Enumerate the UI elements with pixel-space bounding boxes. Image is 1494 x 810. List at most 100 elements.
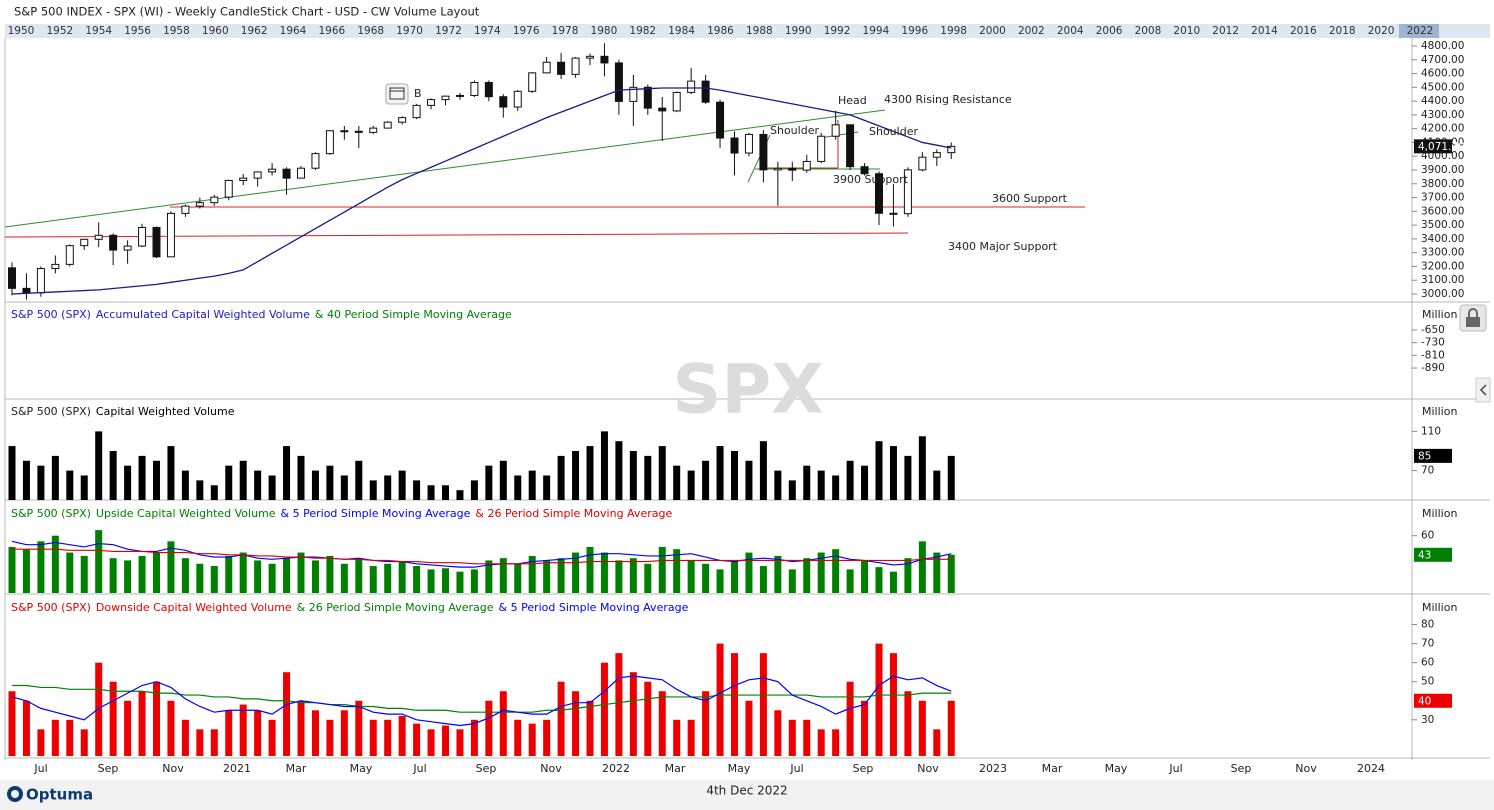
volume-bar (745, 552, 753, 593)
candle-body (600, 55, 609, 64)
volume-bar (745, 460, 753, 500)
last-value-box (1414, 547, 1452, 562)
legend-entry: & 26 Period Simple Moving Average (475, 507, 672, 520)
y-tick-label: 4500.00 (1421, 81, 1464, 93)
candle-body (687, 80, 696, 93)
candle-body (138, 226, 147, 247)
panel-legend: S&P 500 (SPX) Accumulated Capital Weighte… (11, 308, 512, 321)
y-tick-label: 70 (1421, 638, 1434, 650)
volume-bar (817, 552, 825, 593)
volume-bar (658, 691, 666, 756)
y-tick-label: 3400.00 (1421, 233, 1464, 245)
candle-body (340, 130, 349, 133)
volume-bar (456, 729, 464, 756)
volume-bar (731, 560, 738, 593)
volume-bar (759, 653, 767, 756)
candle-body (22, 287, 31, 294)
x-tick-label: Nov (540, 762, 562, 775)
x-tick-label: Nov (162, 762, 184, 775)
candle-body (730, 137, 739, 154)
candle-body (571, 57, 580, 75)
volume-bar (37, 729, 45, 756)
y-tick-label: 4600.00 (1421, 68, 1464, 80)
volume-bar (875, 643, 883, 756)
volume-bar (673, 719, 681, 756)
volume-bar (803, 719, 811, 756)
y-tick-label: 4300.00 (1421, 109, 1464, 121)
legend-entry: & 5 Period Simple Moving Average (499, 601, 689, 614)
volume-bar (8, 546, 16, 593)
volume-bar (543, 475, 551, 500)
navigator-year: 1996 (901, 25, 928, 37)
volume-bar (716, 643, 724, 756)
candle-body (557, 61, 566, 75)
volume-bar (673, 465, 681, 500)
volume-bar (629, 450, 637, 500)
candle-body (831, 124, 840, 137)
legend-entry: & 40 Period Simple Moving Average (315, 308, 512, 321)
y-tick-label: 60 (1421, 657, 1434, 669)
last-value-label: 40 (1418, 695, 1431, 707)
volume-bar (196, 563, 204, 593)
panel-legend: S&P 500 (SPX) Upside Capital Weighted Vol… (11, 507, 672, 520)
navigator-year: 1958 (163, 25, 190, 37)
side-panel-toggle[interactable] (1475, 377, 1491, 403)
volume-bar (889, 653, 897, 756)
volume-bar (846, 460, 854, 500)
candle-body (109, 234, 118, 251)
volume-bar (80, 729, 88, 756)
navigator-window[interactable] (1399, 24, 1439, 38)
volume-bar (731, 653, 738, 756)
y-tick-label: 3100.00 (1421, 274, 1464, 286)
candle-body (672, 91, 681, 112)
volume-bar (716, 446, 724, 500)
volume-bar (80, 475, 88, 500)
tool-icon[interactable] (385, 83, 409, 105)
volume-bar (124, 700, 132, 756)
volume-bar (442, 725, 449, 756)
legend-entry: & 26 Period Simple Moving Average (297, 601, 494, 614)
volume-bar (340, 563, 348, 593)
volume-bar (832, 475, 840, 500)
annotation: 3600 Support (992, 192, 1068, 205)
volume-bar (326, 555, 334, 593)
candle-body (875, 173, 883, 214)
volume-bar (427, 485, 435, 500)
volume-bar (427, 729, 435, 756)
candle-body (658, 107, 667, 112)
volume-bar (485, 560, 493, 593)
volume-bar (355, 558, 363, 593)
volume-bar (210, 566, 218, 593)
volume-bar (846, 569, 854, 593)
navigator-year: 1982 (629, 25, 656, 37)
y-tick-label: 80 (1421, 619, 1434, 631)
volume-bar (456, 571, 464, 593)
volume-bar (572, 450, 580, 500)
moving-average-line (11, 87, 952, 295)
navigator-year: 1964 (280, 25, 307, 37)
volume-bar (470, 480, 478, 500)
tool-icon-glyph (389, 87, 405, 100)
volume-bar (629, 672, 637, 756)
navigator-year: 1952 (46, 25, 73, 37)
x-tick-label: 2023 (979, 762, 1007, 775)
volume-bar (774, 555, 782, 593)
navigator-year: 1966 (319, 25, 346, 37)
navigator-year: 1984 (668, 25, 695, 37)
navigator-year: 2018 (1329, 25, 1356, 37)
tool-label: B (414, 87, 422, 100)
navigator-year: 2002 (1018, 25, 1045, 37)
volume-bar (355, 460, 363, 500)
x-tick-label: May (350, 762, 373, 775)
volume-bar (528, 470, 536, 500)
navigator-strip[interactable] (5, 24, 1490, 38)
volume-bar (167, 446, 175, 500)
x-tick-label: Jul (33, 762, 47, 775)
volume-bar (514, 563, 522, 593)
volume-bar (326, 719, 334, 756)
moving-average-line (11, 675, 952, 727)
volume-bar (297, 552, 305, 593)
y-tick-label: 30 (1421, 714, 1434, 726)
volume-bar (803, 465, 811, 500)
x-tick-label: May (1105, 762, 1128, 775)
